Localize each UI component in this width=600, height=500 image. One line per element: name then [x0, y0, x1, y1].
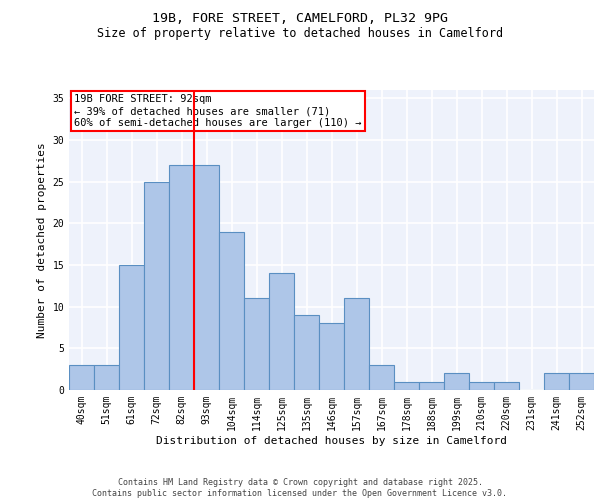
Bar — [294, 315, 319, 390]
Bar — [244, 298, 269, 390]
Bar — [69, 365, 94, 390]
Bar — [144, 182, 169, 390]
Text: Size of property relative to detached houses in Camelford: Size of property relative to detached ho… — [97, 28, 503, 40]
Bar — [569, 374, 594, 390]
Bar — [369, 365, 394, 390]
Bar — [94, 365, 119, 390]
Bar — [119, 265, 144, 390]
Text: 19B FORE STREET: 92sqm
← 39% of detached houses are smaller (71)
60% of semi-det: 19B FORE STREET: 92sqm ← 39% of detached… — [74, 94, 362, 128]
Bar — [219, 232, 244, 390]
Text: Contains HM Land Registry data © Crown copyright and database right 2025.
Contai: Contains HM Land Registry data © Crown c… — [92, 478, 508, 498]
X-axis label: Distribution of detached houses by size in Camelford: Distribution of detached houses by size … — [156, 436, 507, 446]
Bar — [169, 165, 194, 390]
Bar — [394, 382, 419, 390]
Bar — [419, 382, 444, 390]
Bar — [544, 374, 569, 390]
Bar — [444, 374, 469, 390]
Bar — [269, 274, 294, 390]
Bar — [194, 165, 219, 390]
Bar — [344, 298, 369, 390]
Bar — [319, 324, 344, 390]
Bar — [469, 382, 494, 390]
Bar — [494, 382, 519, 390]
Y-axis label: Number of detached properties: Number of detached properties — [37, 142, 47, 338]
Text: 19B, FORE STREET, CAMELFORD, PL32 9PG: 19B, FORE STREET, CAMELFORD, PL32 9PG — [152, 12, 448, 26]
